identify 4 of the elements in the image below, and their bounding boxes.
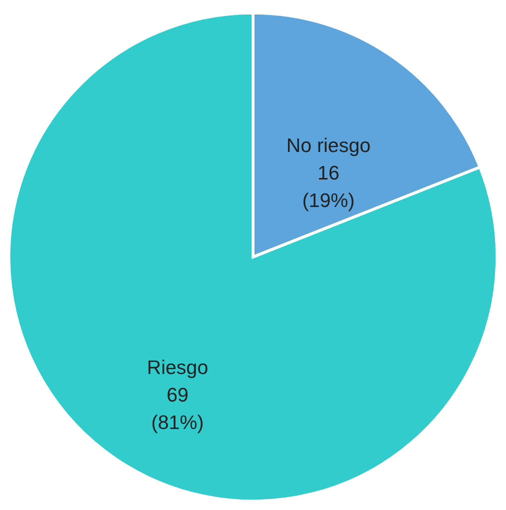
- data-label: 16 (19%): [302, 162, 355, 212]
- data-label: 69 (81%): [151, 384, 204, 434]
- slice-label: Riesgo: [146, 356, 208, 379]
- slice-label: No riesgo: [286, 134, 371, 157]
